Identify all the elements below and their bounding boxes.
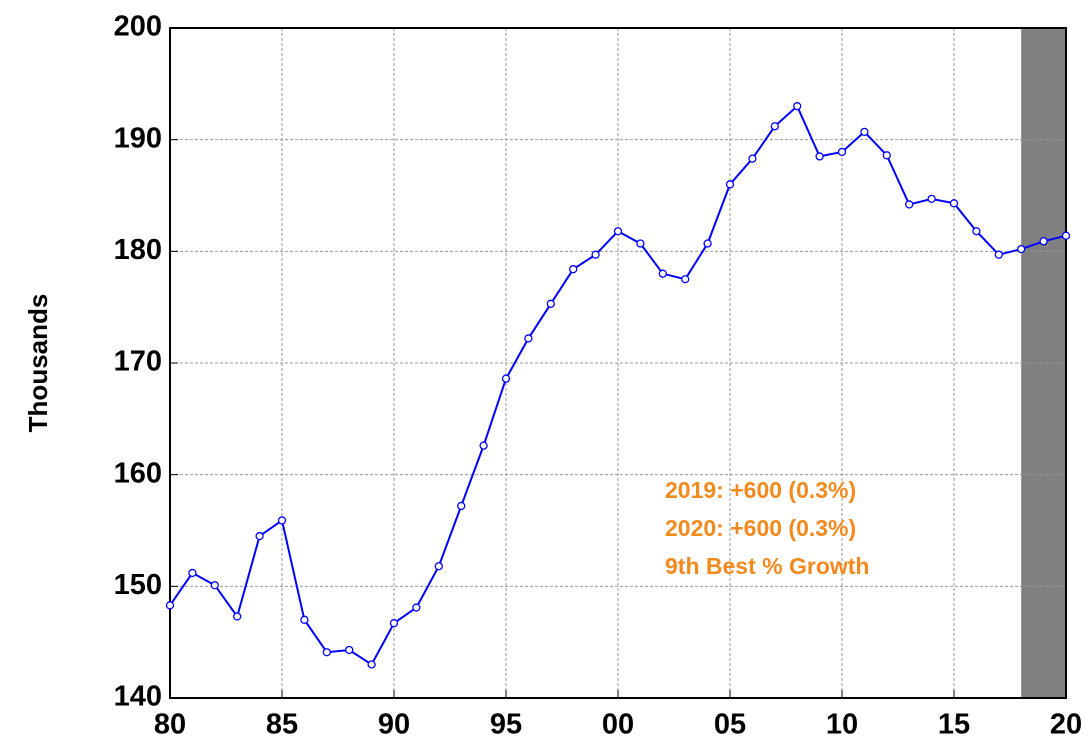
data-point <box>949 199 959 208</box>
data-point <box>210 581 219 590</box>
x-tick-label: 05 <box>714 709 746 741</box>
annotation: 2019: +600 (0.3%) <box>665 477 856 503</box>
data-point <box>255 531 264 541</box>
data-point <box>770 122 779 131</box>
y-tick-label: 180 <box>114 234 162 266</box>
data-point <box>837 147 847 157</box>
data-point <box>501 374 511 383</box>
data-point <box>277 516 287 525</box>
y-tick-label: 190 <box>114 122 162 154</box>
data-point <box>905 200 914 209</box>
data-point <box>389 619 399 628</box>
x-tick-label: 95 <box>490 709 522 741</box>
y-tick-label: 170 <box>114 346 162 378</box>
x-tick-label: 85 <box>266 709 298 741</box>
data-point <box>636 239 645 248</box>
y-tick-label: 140 <box>114 681 162 713</box>
data-point <box>188 568 197 578</box>
data-point <box>860 127 869 137</box>
data-point <box>882 151 891 160</box>
x-tick-label: 20 <box>1050 709 1082 741</box>
data-point <box>994 250 1003 259</box>
data-point <box>972 227 981 236</box>
plot-frame <box>169 27 1067 699</box>
data-point <box>658 269 667 278</box>
data-point <box>546 299 555 308</box>
data-point <box>479 441 488 450</box>
data-point <box>322 648 331 657</box>
data-point <box>524 334 533 343</box>
data-point <box>725 180 735 189</box>
data-point <box>1017 244 1026 254</box>
data-point <box>927 194 936 204</box>
annotation: 9th Best % Growth <box>665 553 869 579</box>
data-point <box>1039 237 1048 246</box>
x-tick-label: 15 <box>938 709 970 741</box>
data-point <box>165 601 175 610</box>
data-point <box>815 152 824 161</box>
data-point <box>748 154 757 163</box>
data-point <box>703 239 712 248</box>
data-point <box>457 501 466 511</box>
y-tick-label: 150 <box>114 569 162 601</box>
data-point <box>681 275 690 284</box>
data-point <box>569 265 578 274</box>
data-point <box>412 603 421 612</box>
data-point <box>434 562 443 571</box>
data-point <box>591 250 600 259</box>
y-tick-label: 160 <box>114 457 162 489</box>
data-point <box>233 612 242 621</box>
y-axis-label: Thousands <box>23 294 53 433</box>
annotation: 2020: +600 (0.3%) <box>665 515 856 541</box>
x-tick-label: 90 <box>378 709 410 741</box>
data-point <box>613 227 623 236</box>
data-point <box>367 660 376 669</box>
y-tick-label: 200 <box>114 11 162 43</box>
data-point <box>1061 231 1071 240</box>
x-tick-label: 00 <box>602 709 634 741</box>
data-point <box>300 615 309 624</box>
data-point <box>345 645 354 655</box>
x-tick-label: 10 <box>826 709 858 741</box>
data-point <box>793 102 802 111</box>
x-tick-label: 80 <box>154 709 186 741</box>
shaded-region <box>1021 28 1066 698</box>
